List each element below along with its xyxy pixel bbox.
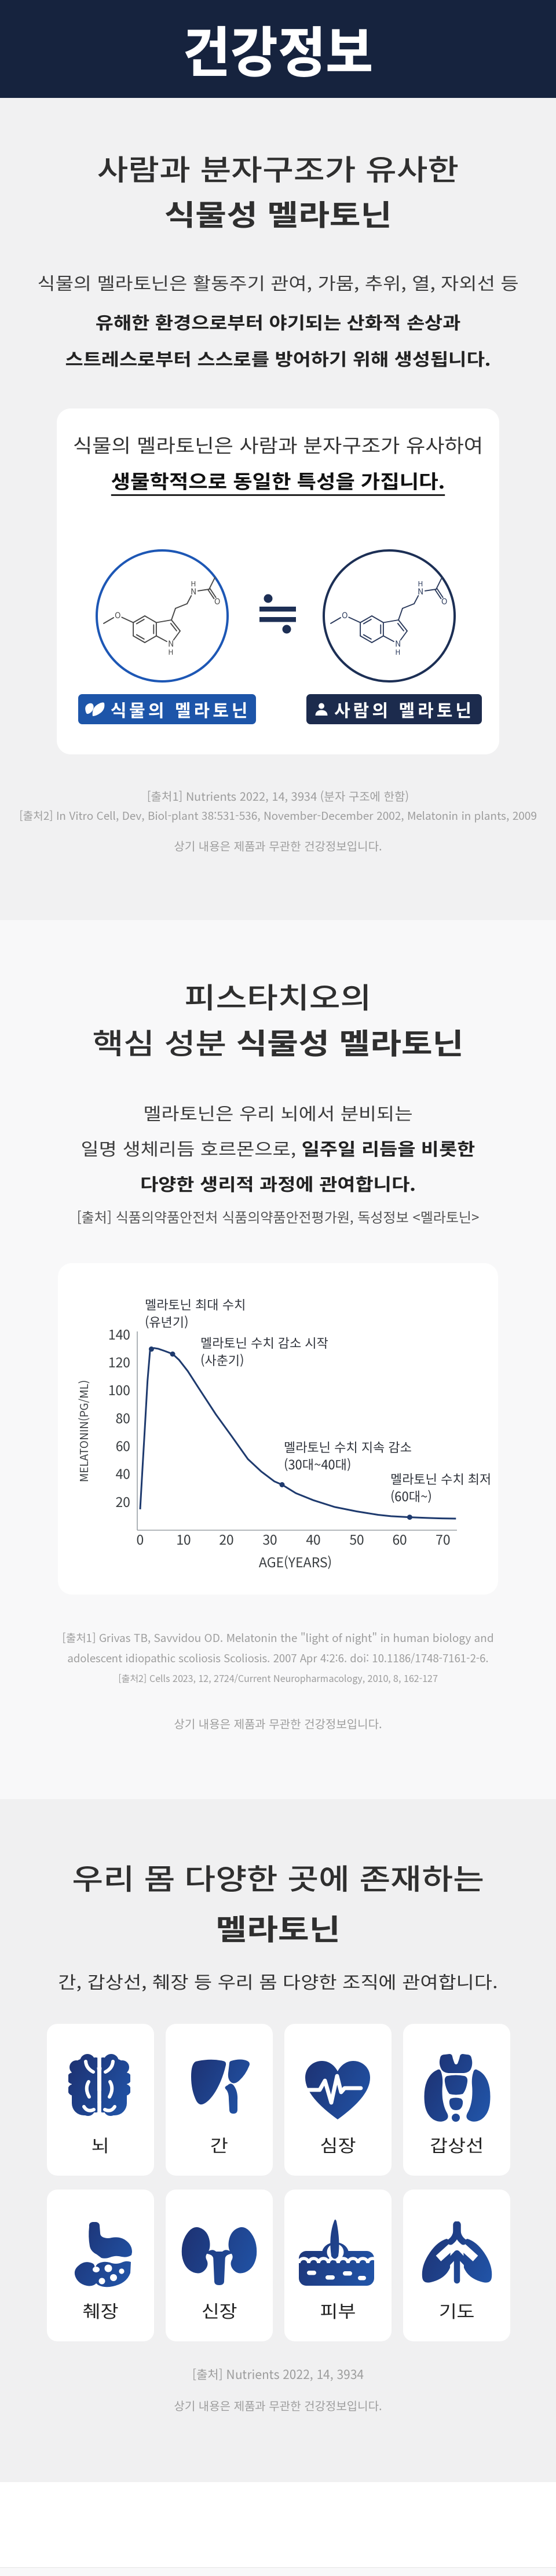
svg-text:100: 100 <box>108 1380 130 1399</box>
svg-text:N: N <box>191 586 196 597</box>
svg-text:(유년기): (유년기) <box>145 1312 189 1331</box>
svg-text:20: 20 <box>219 1529 234 1549</box>
svg-text:50: 50 <box>349 1529 364 1549</box>
svg-text:멜라토닌 수치 지속 감소: 멜라토닌 수치 지속 감소 <box>284 1437 412 1456</box>
svg-text:멜라토닌 최대 수치: 멜라토닌 최대 수치 <box>145 1295 246 1313</box>
svg-text:(사춘기): (사춘기) <box>200 1351 244 1369</box>
svg-text:O: O <box>214 596 220 607</box>
svg-text:멜라토닌 수치 최저: 멜라토닌 수치 최저 <box>390 1469 491 1488</box>
svg-text:120: 120 <box>108 1352 130 1371</box>
svg-text:(30대~40대): (30대~40대) <box>284 1455 351 1473</box>
svg-text:MELATONIN(PG/ML): MELATONIN(PG/ML) <box>76 1380 92 1482</box>
svg-text:N: N <box>418 586 423 597</box>
svg-text:30: 30 <box>262 1529 277 1549</box>
svg-text:N: N <box>395 638 401 650</box>
svg-text:60: 60 <box>115 1435 130 1455</box>
svg-text:20: 20 <box>115 1491 130 1511</box>
svg-text:AGE(YEARS): AGE(YEARS) <box>259 1552 332 1571</box>
svg-text:H: H <box>169 647 174 657</box>
svg-text:N: N <box>168 638 174 650</box>
svg-text:H: H <box>191 579 196 589</box>
svg-text:O: O <box>441 596 447 607</box>
svg-text:40: 40 <box>115 1464 130 1483</box>
svg-text:O: O <box>115 610 120 621</box>
svg-text:10: 10 <box>176 1529 191 1549</box>
svg-text:O: O <box>342 610 348 621</box>
svg-text:H: H <box>396 647 401 657</box>
svg-text:H: H <box>418 579 423 589</box>
svg-text:40: 40 <box>306 1529 321 1549</box>
svg-text:0: 0 <box>137 1529 144 1549</box>
svg-text:70: 70 <box>436 1529 451 1549</box>
svg-text:멜라토닌 수치 감소 시작: 멜라토닌 수치 감소 시작 <box>200 1333 328 1352</box>
svg-text:(60대~): (60대~) <box>390 1487 432 1505</box>
svg-text:140: 140 <box>108 1324 130 1344</box>
svg-text:60: 60 <box>392 1529 407 1549</box>
svg-text:80: 80 <box>115 1407 130 1427</box>
